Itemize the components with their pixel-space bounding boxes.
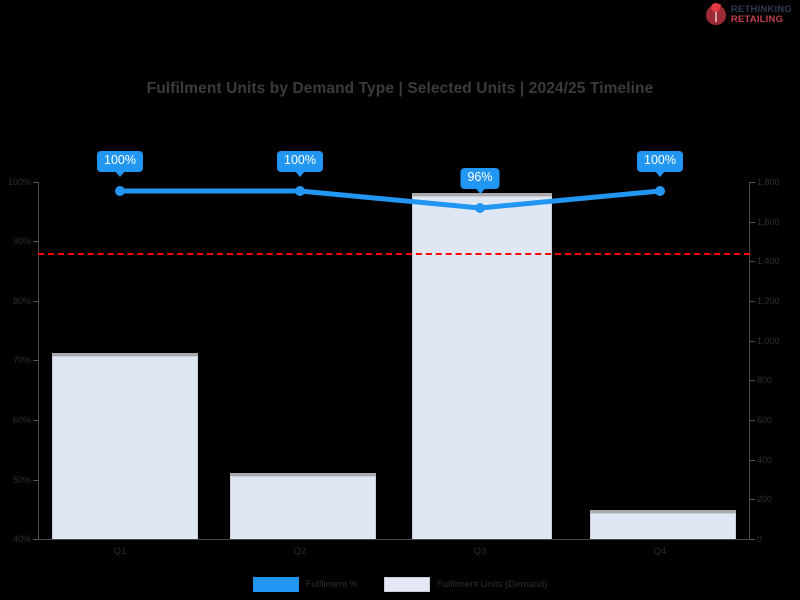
- plot-area: 100% 90% 80% 70% 60% 50% 40% 1,800 1,600…: [8, 151, 780, 557]
- target-line: [38, 253, 750, 255]
- line-series: [115, 186, 665, 213]
- data-label-q2: 100%: [277, 151, 323, 177]
- y-label-right-9: 0: [757, 534, 763, 544]
- y-tick-left: [33, 480, 38, 481]
- y-label-right-0: 1,800: [757, 177, 780, 187]
- y-tick-left: [33, 420, 38, 421]
- y-label-right-5: 800: [757, 375, 773, 385]
- y-tick-left: [33, 301, 38, 302]
- y-label-right-1: 1,600: [757, 217, 780, 227]
- y-tick-right: [750, 539, 755, 540]
- y-axis-right: [749, 182, 750, 540]
- data-label-q3: 96%: [460, 168, 500, 194]
- legend-swatch-line-icon: [252, 577, 299, 592]
- y-label-right-8: 200: [757, 494, 773, 504]
- y-tick-right: [750, 182, 755, 183]
- bar-q1[interactable]: [52, 353, 198, 539]
- y-tick-right: [750, 420, 755, 421]
- y-tick-right: [750, 341, 755, 342]
- logo-text-line2: RETAILING: [730, 14, 784, 25]
- line-point[interactable]: [115, 186, 125, 196]
- logo-mark-icon: [705, 1, 727, 26]
- y-label-left-3: 70%: [12, 355, 31, 365]
- legend-item-fulfilment-percent[interactable]: Fulfilment %: [252, 577, 358, 592]
- y-label-right-6: 600: [757, 415, 773, 425]
- y-tick-right: [750, 261, 755, 262]
- legend-label-fulfilment-units: Fulfilment Units (Demand): [436, 579, 548, 590]
- chart-legend: Fulfilment % Fulfilment Units (Demand): [0, 577, 800, 592]
- x-label-q4: Q4: [653, 546, 667, 557]
- y-tick-left: [33, 182, 38, 183]
- y-tick-left: [33, 241, 38, 242]
- y-label-left-1: 90%: [12, 236, 31, 246]
- x-label-q1: Q1: [113, 546, 127, 557]
- data-label-q1: 100%: [97, 151, 143, 177]
- y-tick-right: [750, 301, 755, 302]
- data-label-q4: 100%: [637, 151, 683, 177]
- brand-logo: RETHINKING RETAILING: [705, 1, 792, 26]
- legend-label-fulfilment-percent: Fulfilment %: [305, 579, 358, 590]
- y-tick-right: [750, 460, 755, 461]
- legend-item-fulfilment-units[interactable]: Fulfilment Units (Demand): [383, 577, 548, 592]
- bar-q2[interactable]: [230, 473, 376, 539]
- fulfilment-percent-line: [117, 188, 663, 211]
- y-tick-left: [33, 360, 38, 361]
- y-label-right-2: 1,400: [757, 256, 780, 266]
- y-tick-right: [750, 499, 755, 500]
- legend-swatch-bar-icon: [383, 577, 430, 592]
- y-label-right-3: 1,200: [757, 296, 780, 306]
- y-label-left-4: 60%: [12, 415, 31, 425]
- y-label-right-4: 1,000: [757, 336, 780, 346]
- y-label-left-6: 40%: [12, 534, 31, 544]
- line-point[interactable]: [295, 186, 305, 196]
- x-label-q3: Q3: [473, 546, 487, 557]
- line-point[interactable]: [475, 203, 485, 213]
- y-tick-right: [750, 380, 755, 381]
- x-label-q2: Q2: [293, 546, 307, 557]
- y-label-left-0: 100%: [7, 177, 31, 187]
- y-label-right-7: 400: [757, 455, 773, 465]
- y-tick-left: [33, 539, 38, 540]
- y-label-left-5: 50%: [12, 475, 31, 485]
- chart-title: Fulfilment Units by Demand Type | Select…: [146, 80, 654, 97]
- y-label-left-2: 80%: [12, 296, 31, 306]
- y-axis-left: [38, 182, 39, 540]
- line-point[interactable]: [655, 186, 665, 196]
- logo-text-line1: RETHINKING: [730, 4, 792, 16]
- y-tick-right: [750, 222, 755, 223]
- bar-q4[interactable]: [590, 510, 736, 539]
- x-axis: [38, 539, 750, 540]
